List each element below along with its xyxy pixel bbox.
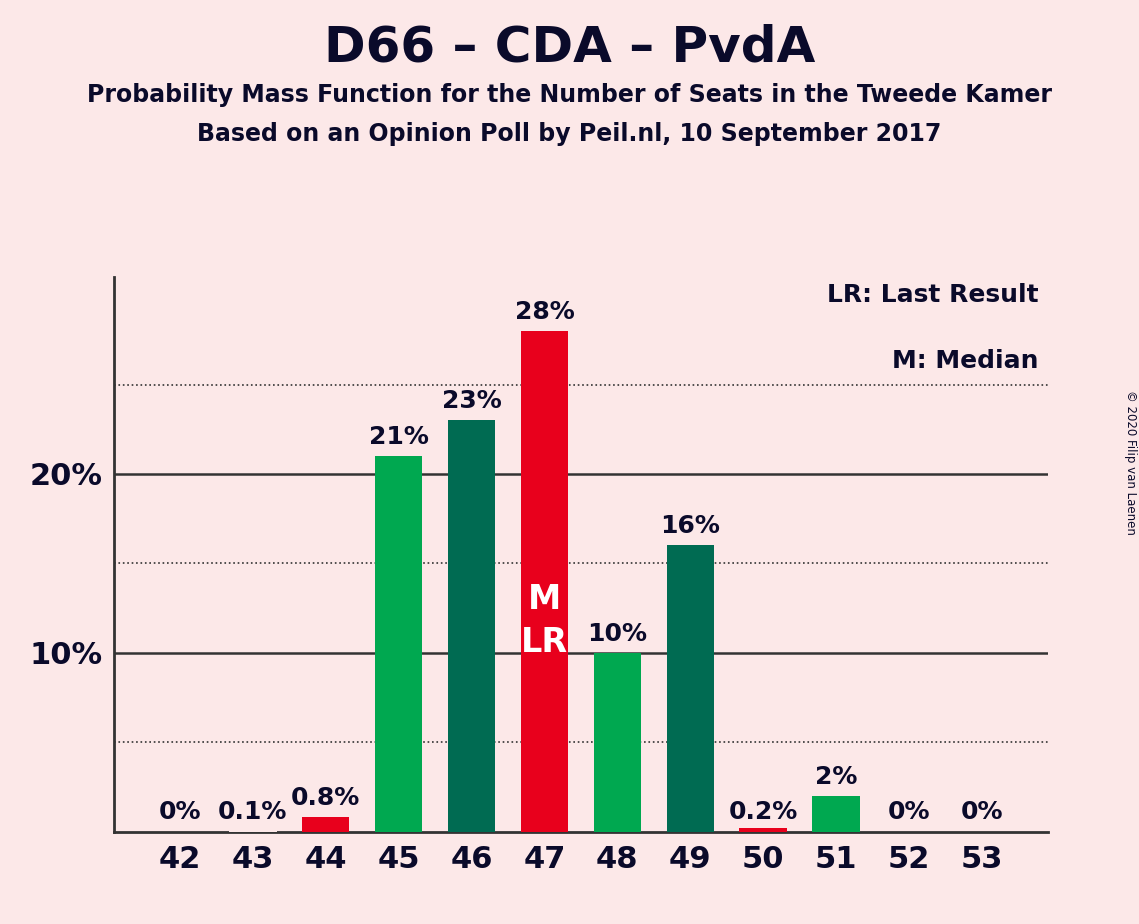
Bar xyxy=(593,652,641,832)
Bar xyxy=(302,818,350,832)
Text: 10%: 10% xyxy=(588,622,647,646)
Text: LR: Last Result: LR: Last Result xyxy=(827,283,1039,307)
Text: 28%: 28% xyxy=(515,299,574,323)
Text: M: Median: M: Median xyxy=(892,349,1039,373)
Text: 21%: 21% xyxy=(369,425,428,449)
Text: D66 – CDA – PvdA: D66 – CDA – PvdA xyxy=(323,23,816,71)
Text: 16%: 16% xyxy=(661,515,720,539)
Text: 0%: 0% xyxy=(960,800,1003,824)
Text: Probability Mass Function for the Number of Seats in the Tweede Kamer: Probability Mass Function for the Number… xyxy=(87,83,1052,107)
Text: 2%: 2% xyxy=(814,765,858,789)
Text: 0%: 0% xyxy=(887,800,931,824)
Text: 0.2%: 0.2% xyxy=(729,800,797,824)
Text: 0%: 0% xyxy=(158,800,202,824)
Bar xyxy=(666,545,714,832)
Bar xyxy=(448,420,495,832)
Text: 0.1%: 0.1% xyxy=(219,800,288,824)
Bar xyxy=(375,456,423,832)
Bar xyxy=(739,828,787,832)
Text: 23%: 23% xyxy=(442,389,501,413)
Bar xyxy=(521,331,568,832)
Text: Based on an Opinion Poll by Peil.nl, 10 September 2017: Based on an Opinion Poll by Peil.nl, 10 … xyxy=(197,122,942,146)
Text: M
LR: M LR xyxy=(521,583,568,660)
Text: © 2020 Filip van Laenen: © 2020 Filip van Laenen xyxy=(1124,390,1137,534)
Bar xyxy=(229,830,277,832)
Text: 0.8%: 0.8% xyxy=(292,786,360,810)
Bar xyxy=(812,796,860,832)
